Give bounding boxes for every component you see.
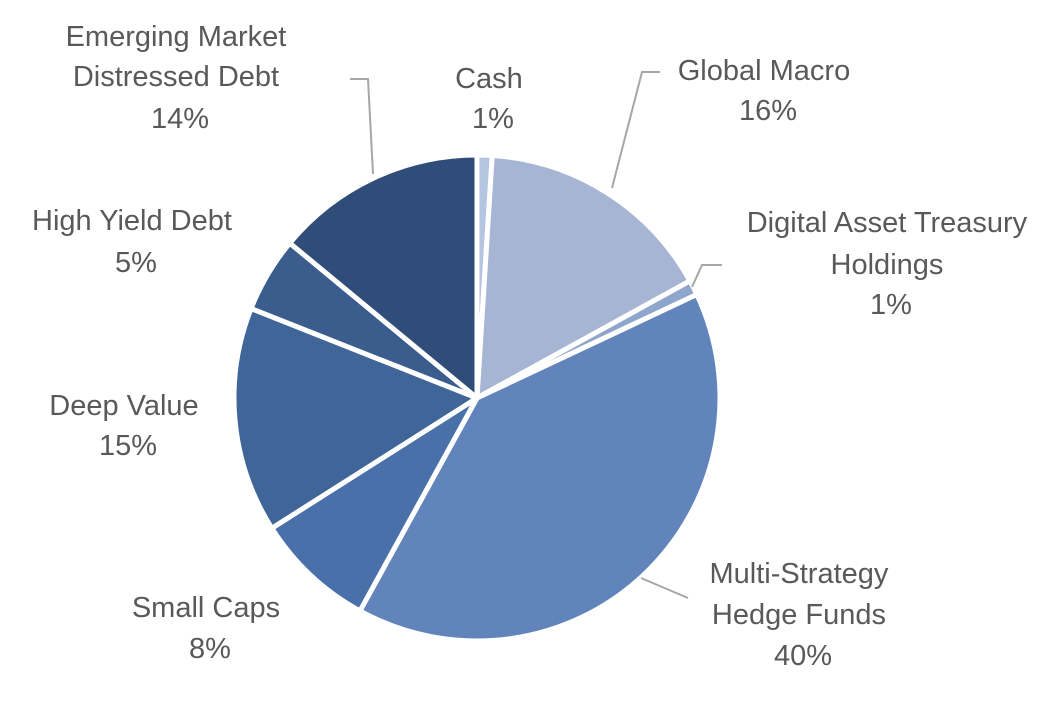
label-global-macro-pct: 16% (739, 95, 797, 127)
label-emerging-line2: Distressed Debt (73, 61, 279, 93)
pie-slices (231, 152, 723, 644)
label-small-caps: Small Caps 8% (132, 592, 288, 665)
label-high-yield: High Yield Debt 5% (32, 205, 240, 279)
leader-line-digital-asset (691, 264, 722, 288)
leader-line-emerging (350, 78, 374, 175)
pie-slice-global-macro (474, 152, 693, 401)
leader-lines (350, 71, 722, 599)
pie-slice-emerging-market-distressed-debt (287, 152, 480, 401)
label-deep-value: Deep Value 15% (49, 390, 206, 462)
label-high-yield-pct: 5% (115, 247, 157, 279)
label-multi-strategy-line1: Multi-Strategy (710, 558, 889, 590)
label-emerging-line1: Emerging Market (66, 21, 287, 53)
label-deep-value-pct: 15% (99, 430, 157, 462)
label-multi-strategy-pct: 40% (774, 640, 832, 672)
label-multi-strategy: Multi-Strategy Hedge Funds 40% (710, 558, 897, 672)
label-emerging: Emerging Market Distressed Debt 14% (66, 21, 295, 135)
label-deep-value-name: Deep Value (49, 390, 198, 422)
label-multi-strategy-line2: Hedge Funds (712, 599, 886, 631)
label-emerging-pct: 14% (151, 103, 209, 135)
label-cash: Cash 1% (455, 63, 531, 135)
label-high-yield-name: High Yield Debt (32, 205, 232, 237)
label-small-caps-pct: 8% (189, 633, 231, 665)
leader-line-multi-strategy (640, 577, 689, 599)
label-global-macro-name: Global Macro (678, 55, 850, 87)
label-small-caps-name: Small Caps (132, 592, 280, 624)
label-cash-name: Cash (455, 63, 523, 95)
label-digital-asset-line2: Holdings (831, 249, 944, 281)
label-digital-asset-pct: 1% (870, 289, 912, 321)
pie-slice-small-caps (269, 395, 480, 614)
label-cash-pct: 1% (472, 103, 514, 135)
leader-line-global-macro (611, 71, 660, 189)
pie-slice-deep-value (231, 306, 480, 531)
label-global-macro: Global Macro 16% (678, 55, 859, 127)
pie-slice-multi-strategy-hedge-funds (357, 292, 723, 644)
label-digital-asset: Digital Asset Treasury Holdings 1% (747, 207, 1036, 321)
label-digital-asset-line1: Digital Asset Treasury (747, 207, 1028, 239)
